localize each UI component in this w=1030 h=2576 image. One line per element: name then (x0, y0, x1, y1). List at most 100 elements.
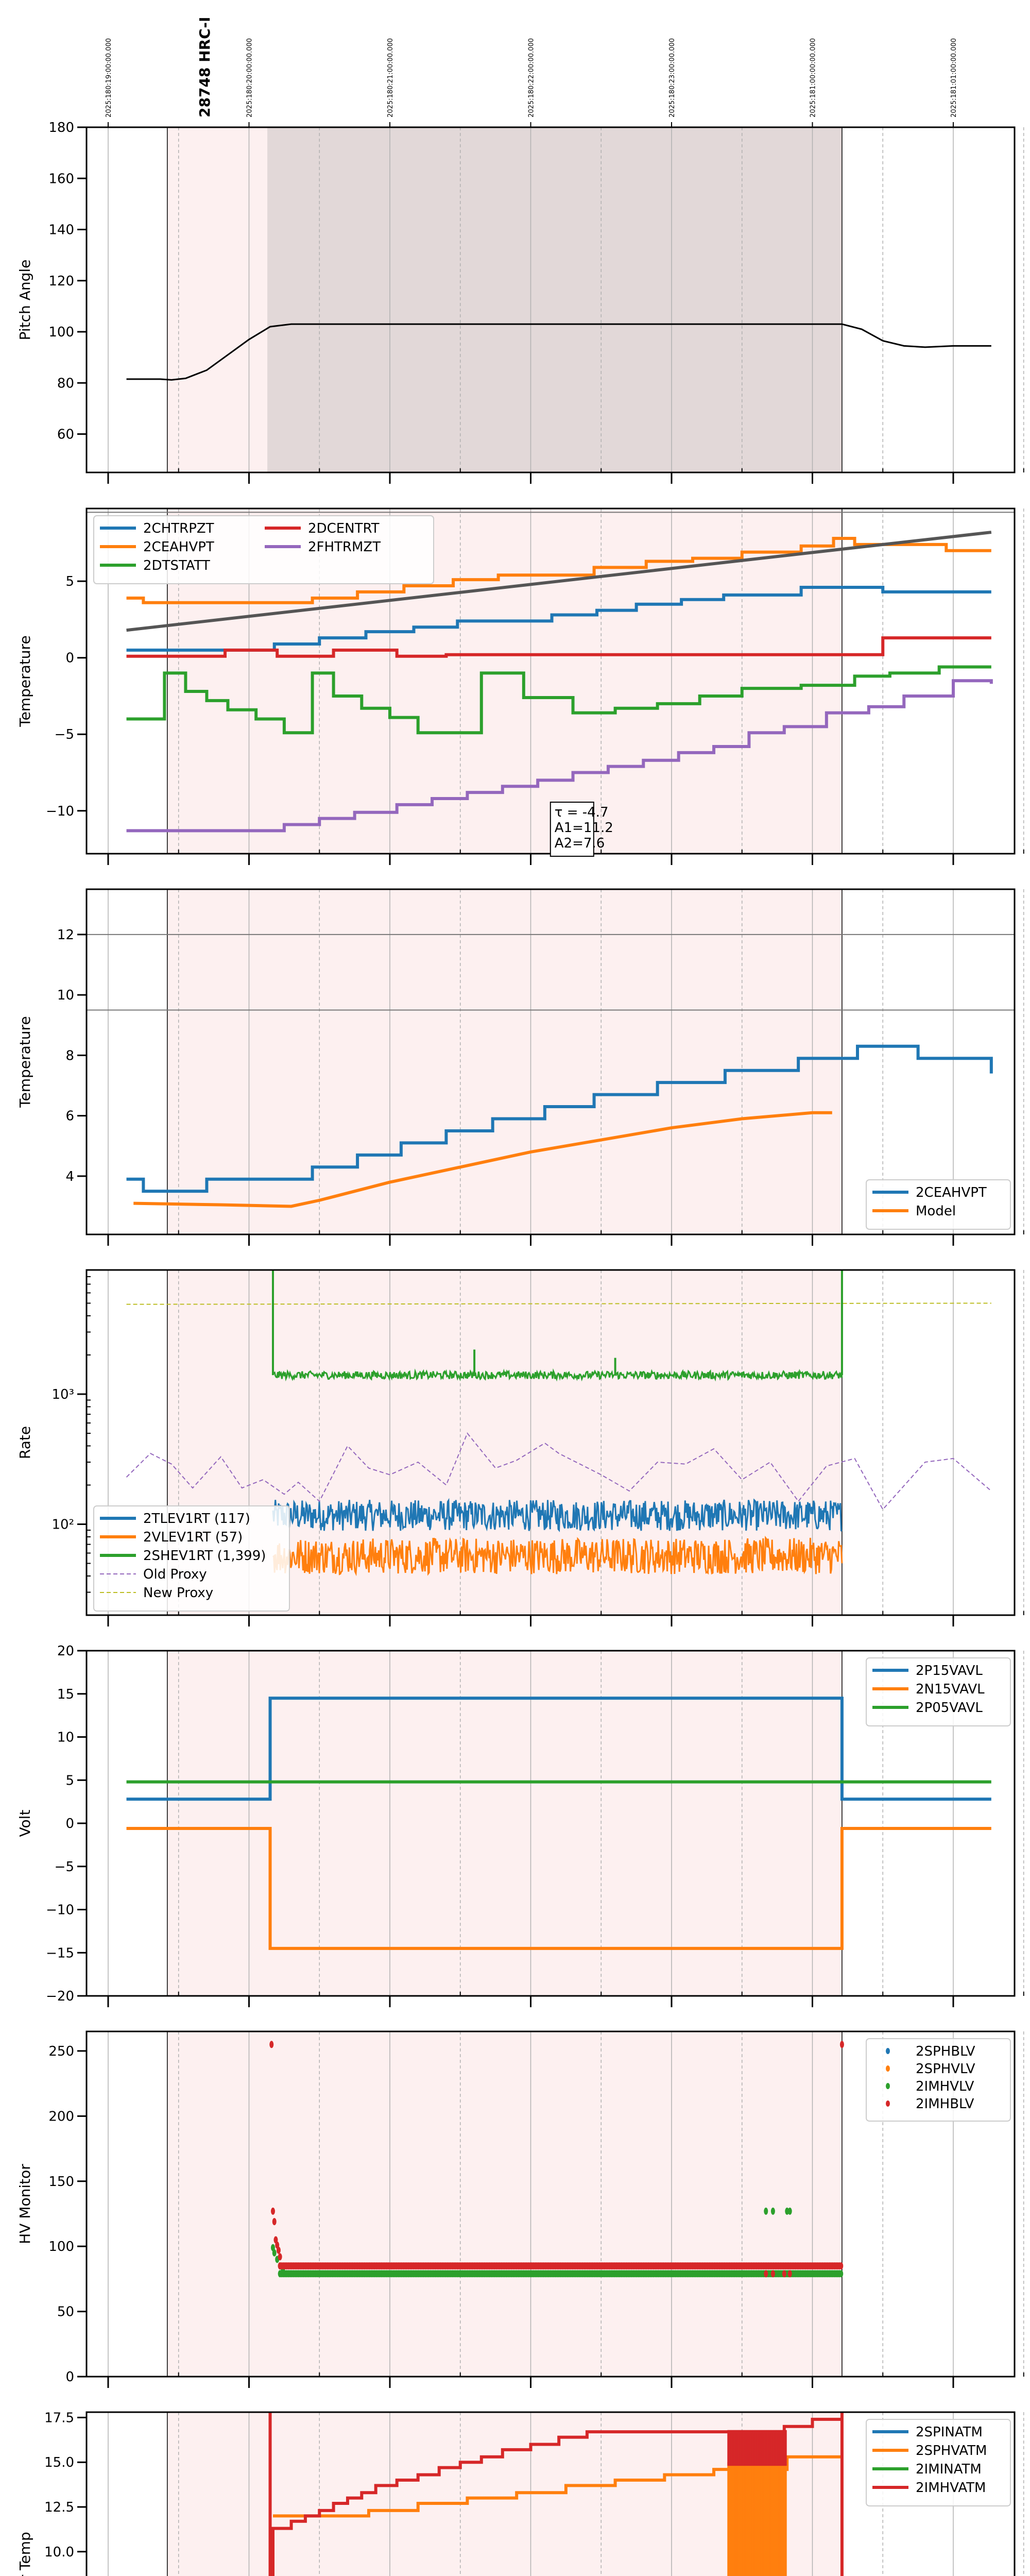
y-axis-label: Volt (16, 1810, 33, 1837)
y-tick-label: 0 (65, 2369, 74, 2385)
scatter-point (785, 2207, 789, 2215)
top-tick-label: 2025:180:19:00:00.000 (105, 38, 113, 117)
y-tick-label: 140 (48, 223, 74, 238)
series-2ceahvpt (126, 1044, 993, 1193)
series-line (272, 1498, 843, 1532)
y-axis-label: Temperature (16, 1016, 33, 1108)
top-tick-label: 2025:180:21:00:00.000 (387, 38, 394, 117)
legend-marker (886, 2100, 890, 2107)
series-line (133, 1111, 832, 1208)
series-line (271, 2417, 841, 2576)
panel-temperature: −10 −5 0 5 Temperature 2CHTRPZT 2CEAHVPT 2DTSTA… (16, 507, 1024, 865)
y-tick-label: 80 (57, 376, 74, 391)
y-tick-label: 5 (65, 574, 74, 589)
annotation-box (550, 802, 594, 857)
y-tick-label: 100 (48, 2239, 74, 2255)
legend-box (93, 1505, 290, 1612)
series-2chtrpzt (126, 586, 991, 652)
scatter-point (839, 2041, 844, 2048)
data-layer (126, 531, 993, 833)
scatter-point (839, 2262, 844, 2270)
series-2dcentrt (126, 636, 991, 658)
series-line (126, 1432, 992, 1511)
y-tick-label: 10.0 (44, 2545, 74, 2560)
data-layer (126, 1044, 993, 1208)
y-tick-label: 10 (57, 1730, 74, 1745)
top-tick-label: 2025:180:22:00:00.000 (528, 38, 536, 117)
top-tick-label: 2025:181:00:00:00.000 (810, 38, 817, 117)
legend: 2SPINATM 2SPHVATM 2IMINATM 2IMHVATM (866, 2419, 1011, 2506)
y-tick-label: 10² (52, 1517, 74, 1532)
y-tick-label: 250 (48, 2044, 74, 2059)
series-line (126, 323, 991, 381)
y-tick-label: −10 (46, 1903, 74, 1918)
legend-box (866, 2038, 1011, 2122)
series-2imhvatm (268, 2412, 844, 2576)
series-line (126, 665, 991, 735)
axes-frame (85, 888, 1016, 1235)
scatter-point (770, 2207, 775, 2215)
scatter-point (764, 2207, 768, 2215)
y-axis-label: Temperature (16, 635, 33, 727)
y-tick-label: 180 (48, 120, 74, 135)
scatter-point (787, 2270, 792, 2278)
observation-shade (167, 2031, 842, 2377)
legend-label: 2IMHVATM (916, 2480, 986, 2496)
data-layer (269, 2041, 844, 2278)
axes-frame (85, 2030, 1016, 2378)
y-tick-label: 4 (65, 1169, 74, 1184)
series-2shev1rt-1-399- (272, 1368, 843, 1382)
data-layer (126, 323, 991, 381)
legend-label: 2IMHBLV (916, 2096, 974, 2112)
axes-frame (85, 126, 1016, 473)
legend-label: 2DTSTATT (143, 558, 210, 573)
series-line (126, 586, 991, 652)
panel-detector-temp: 0.02.55.07.510.012.515.017.5Detector Tem… (16, 2410, 1024, 2576)
y-tick-label: −20 (46, 1989, 74, 2004)
y-tick-label: 200 (48, 2109, 74, 2124)
series-line (126, 536, 991, 604)
series-2ceahvpt (126, 536, 991, 604)
data-layer (126, 1697, 991, 1950)
legend-marker (886, 2065, 890, 2072)
series-2imhblv (269, 2041, 844, 2278)
legend-label: 2CEAHVPT (916, 1185, 987, 1200)
data-layer (268, 2412, 844, 2576)
legend-label: 2N15VAVL (916, 1682, 985, 1697)
legend-label: 2DCENTRT (308, 521, 380, 536)
dark-band-shade (267, 127, 842, 472)
y-tick-label: −15 (46, 1945, 74, 1961)
observation-shade (167, 1651, 842, 1996)
y-tick-label: 10³ (52, 1387, 74, 1402)
legend-label: 2CHTRPZT (143, 521, 214, 536)
y-tick-label: 17.5 (44, 2410, 74, 2426)
series-2tlev1rt-117- (272, 1498, 843, 1532)
y-tick-label: −5 (55, 1859, 74, 1875)
y-tick-label: 0 (65, 1816, 74, 1832)
axes-frame (85, 1269, 1016, 1616)
legend-label: 2SPHVATM (916, 2443, 987, 2459)
scatter-point (272, 2218, 277, 2226)
series-new-proxy (126, 1302, 991, 1305)
series-line (272, 1535, 843, 1577)
y-tick-label: 10 (57, 988, 74, 1003)
legend-label: Model (916, 1204, 956, 1219)
series-2imhvlv (270, 2207, 844, 2278)
series-line (126, 636, 991, 658)
series-line (126, 1044, 993, 1193)
legend-label: 2SHEV1RT (1,399) (143, 1548, 266, 1564)
observation-shade (167, 889, 842, 1234)
top-tick-label: 2025:180:23:00:00.000 (668, 38, 676, 117)
legend-label: 2SPINATM (916, 2425, 983, 2440)
annotation-line: A2=7.6 (555, 836, 605, 851)
legend-marker (886, 2048, 890, 2054)
top-time-axis: 2025:180:19:00:00.000 2025:180:20:00:00.0… (105, 17, 958, 127)
annotation-line: τ = -4.7 (555, 805, 609, 820)
legend-label: 2CEAHVPT (143, 539, 214, 555)
scatter-point (276, 2246, 281, 2254)
series-line (126, 1697, 991, 1801)
axes-frame (85, 2411, 1016, 2576)
series-2fhtrmzt (126, 679, 993, 833)
y-tick-label: 5 (65, 1773, 74, 1788)
